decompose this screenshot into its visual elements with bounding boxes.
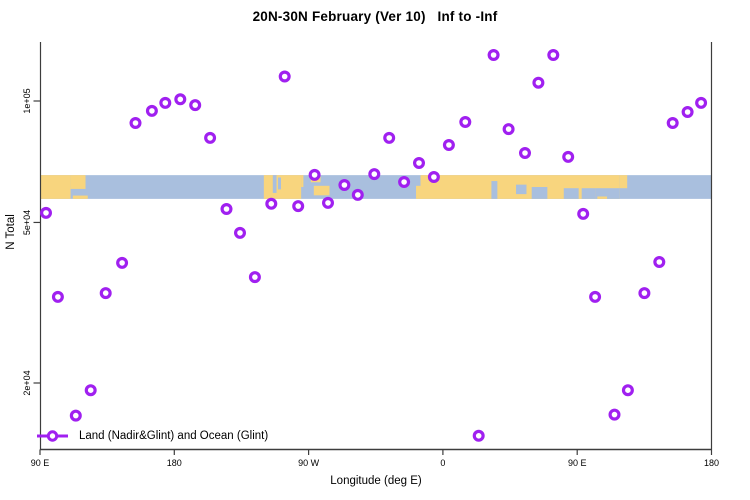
x-axis-title: Longitude (deg E) bbox=[330, 475, 422, 487]
legend: Land (Nadir&Glint) and Ocean (Glint) bbox=[36, 428, 268, 444]
map-band-ocean-cutout bbox=[272, 175, 277, 193]
map-band-land-segment bbox=[313, 185, 330, 196]
data-point bbox=[562, 150, 575, 163]
data-point bbox=[189, 99, 202, 112]
map-band-land-segment bbox=[40, 175, 71, 199]
data-point bbox=[159, 96, 172, 109]
map-band-ocean-cutout bbox=[531, 187, 548, 199]
data-point bbox=[351, 188, 364, 201]
data-point bbox=[681, 105, 694, 118]
chart-title: 20N-30N February (Ver 10) Inf to -Inf bbox=[252, 9, 498, 24]
x-tick-label: 0 bbox=[440, 458, 445, 468]
data-point bbox=[338, 179, 351, 192]
data-point bbox=[39, 206, 52, 219]
map-band-land-segment bbox=[72, 195, 88, 199]
data-point bbox=[368, 168, 381, 181]
data-point bbox=[427, 171, 440, 184]
x-tick-label: 90 E bbox=[568, 458, 587, 468]
map-band-land-segment bbox=[263, 175, 302, 199]
y-tick-label: 5e+04 bbox=[22, 210, 32, 235]
map-band-land-segment bbox=[416, 185, 423, 199]
data-point bbox=[398, 176, 411, 189]
map-band-land-segment bbox=[619, 175, 628, 189]
map-band-ocean-cutout bbox=[278, 177, 281, 190]
legend-label: Land (Nadir&Glint) and Ocean (Glint) bbox=[79, 430, 269, 442]
map-band-land-speck bbox=[597, 196, 608, 199]
data-point bbox=[442, 139, 455, 152]
y-axis-title: N Total bbox=[5, 214, 17, 250]
data-point bbox=[204, 131, 217, 144]
data-point bbox=[220, 203, 233, 216]
x-tick-label: 180 bbox=[704, 458, 719, 468]
y-tick-label: 2e+04 bbox=[22, 370, 32, 395]
data-point bbox=[666, 116, 679, 129]
map-band-land-segment bbox=[70, 175, 86, 189]
data-point bbox=[99, 287, 112, 300]
data-point bbox=[638, 287, 651, 300]
x-tick-label: 90 W bbox=[298, 458, 320, 468]
x-tick-label: 90 E bbox=[31, 458, 50, 468]
y-tick-label: 1e+05 bbox=[22, 88, 32, 113]
x-tick-label: 180 bbox=[167, 458, 182, 468]
data-point bbox=[589, 290, 602, 303]
data-point bbox=[292, 200, 305, 213]
data-point bbox=[51, 290, 64, 303]
data-point bbox=[577, 207, 590, 220]
data-point bbox=[518, 147, 531, 160]
data-point bbox=[502, 123, 515, 136]
map-band-ocean-cutout bbox=[563, 188, 579, 199]
data-point bbox=[621, 384, 634, 397]
legend-open-circle-icon bbox=[46, 430, 59, 442]
map-band-ocean-cutout bbox=[491, 181, 498, 199]
map-band-ocean-cutout bbox=[516, 184, 527, 195]
data-point bbox=[532, 76, 545, 89]
data-point bbox=[487, 48, 500, 61]
data-point bbox=[145, 104, 158, 117]
data-point bbox=[69, 409, 82, 422]
data-point bbox=[265, 197, 278, 210]
data-point bbox=[608, 408, 621, 421]
map-band-land-segment bbox=[301, 175, 304, 188]
data-point bbox=[248, 271, 261, 284]
data-point bbox=[116, 256, 129, 269]
data-point bbox=[84, 384, 97, 397]
data-point bbox=[459, 115, 472, 128]
data-point bbox=[547, 48, 560, 61]
data-point bbox=[383, 131, 396, 144]
data-point bbox=[129, 116, 142, 129]
data-point bbox=[322, 196, 335, 209]
data-point bbox=[234, 226, 247, 239]
data-point bbox=[278, 70, 291, 83]
map-band-ocean-cutout bbox=[595, 188, 620, 199]
data-point bbox=[174, 93, 187, 106]
legend-marker-icon bbox=[37, 430, 68, 442]
map-band-ocean-cutout bbox=[581, 188, 596, 199]
data-point bbox=[308, 168, 321, 181]
data-point bbox=[653, 256, 666, 269]
data-point bbox=[695, 96, 708, 109]
data-point bbox=[413, 157, 426, 170]
data-point bbox=[472, 429, 485, 442]
